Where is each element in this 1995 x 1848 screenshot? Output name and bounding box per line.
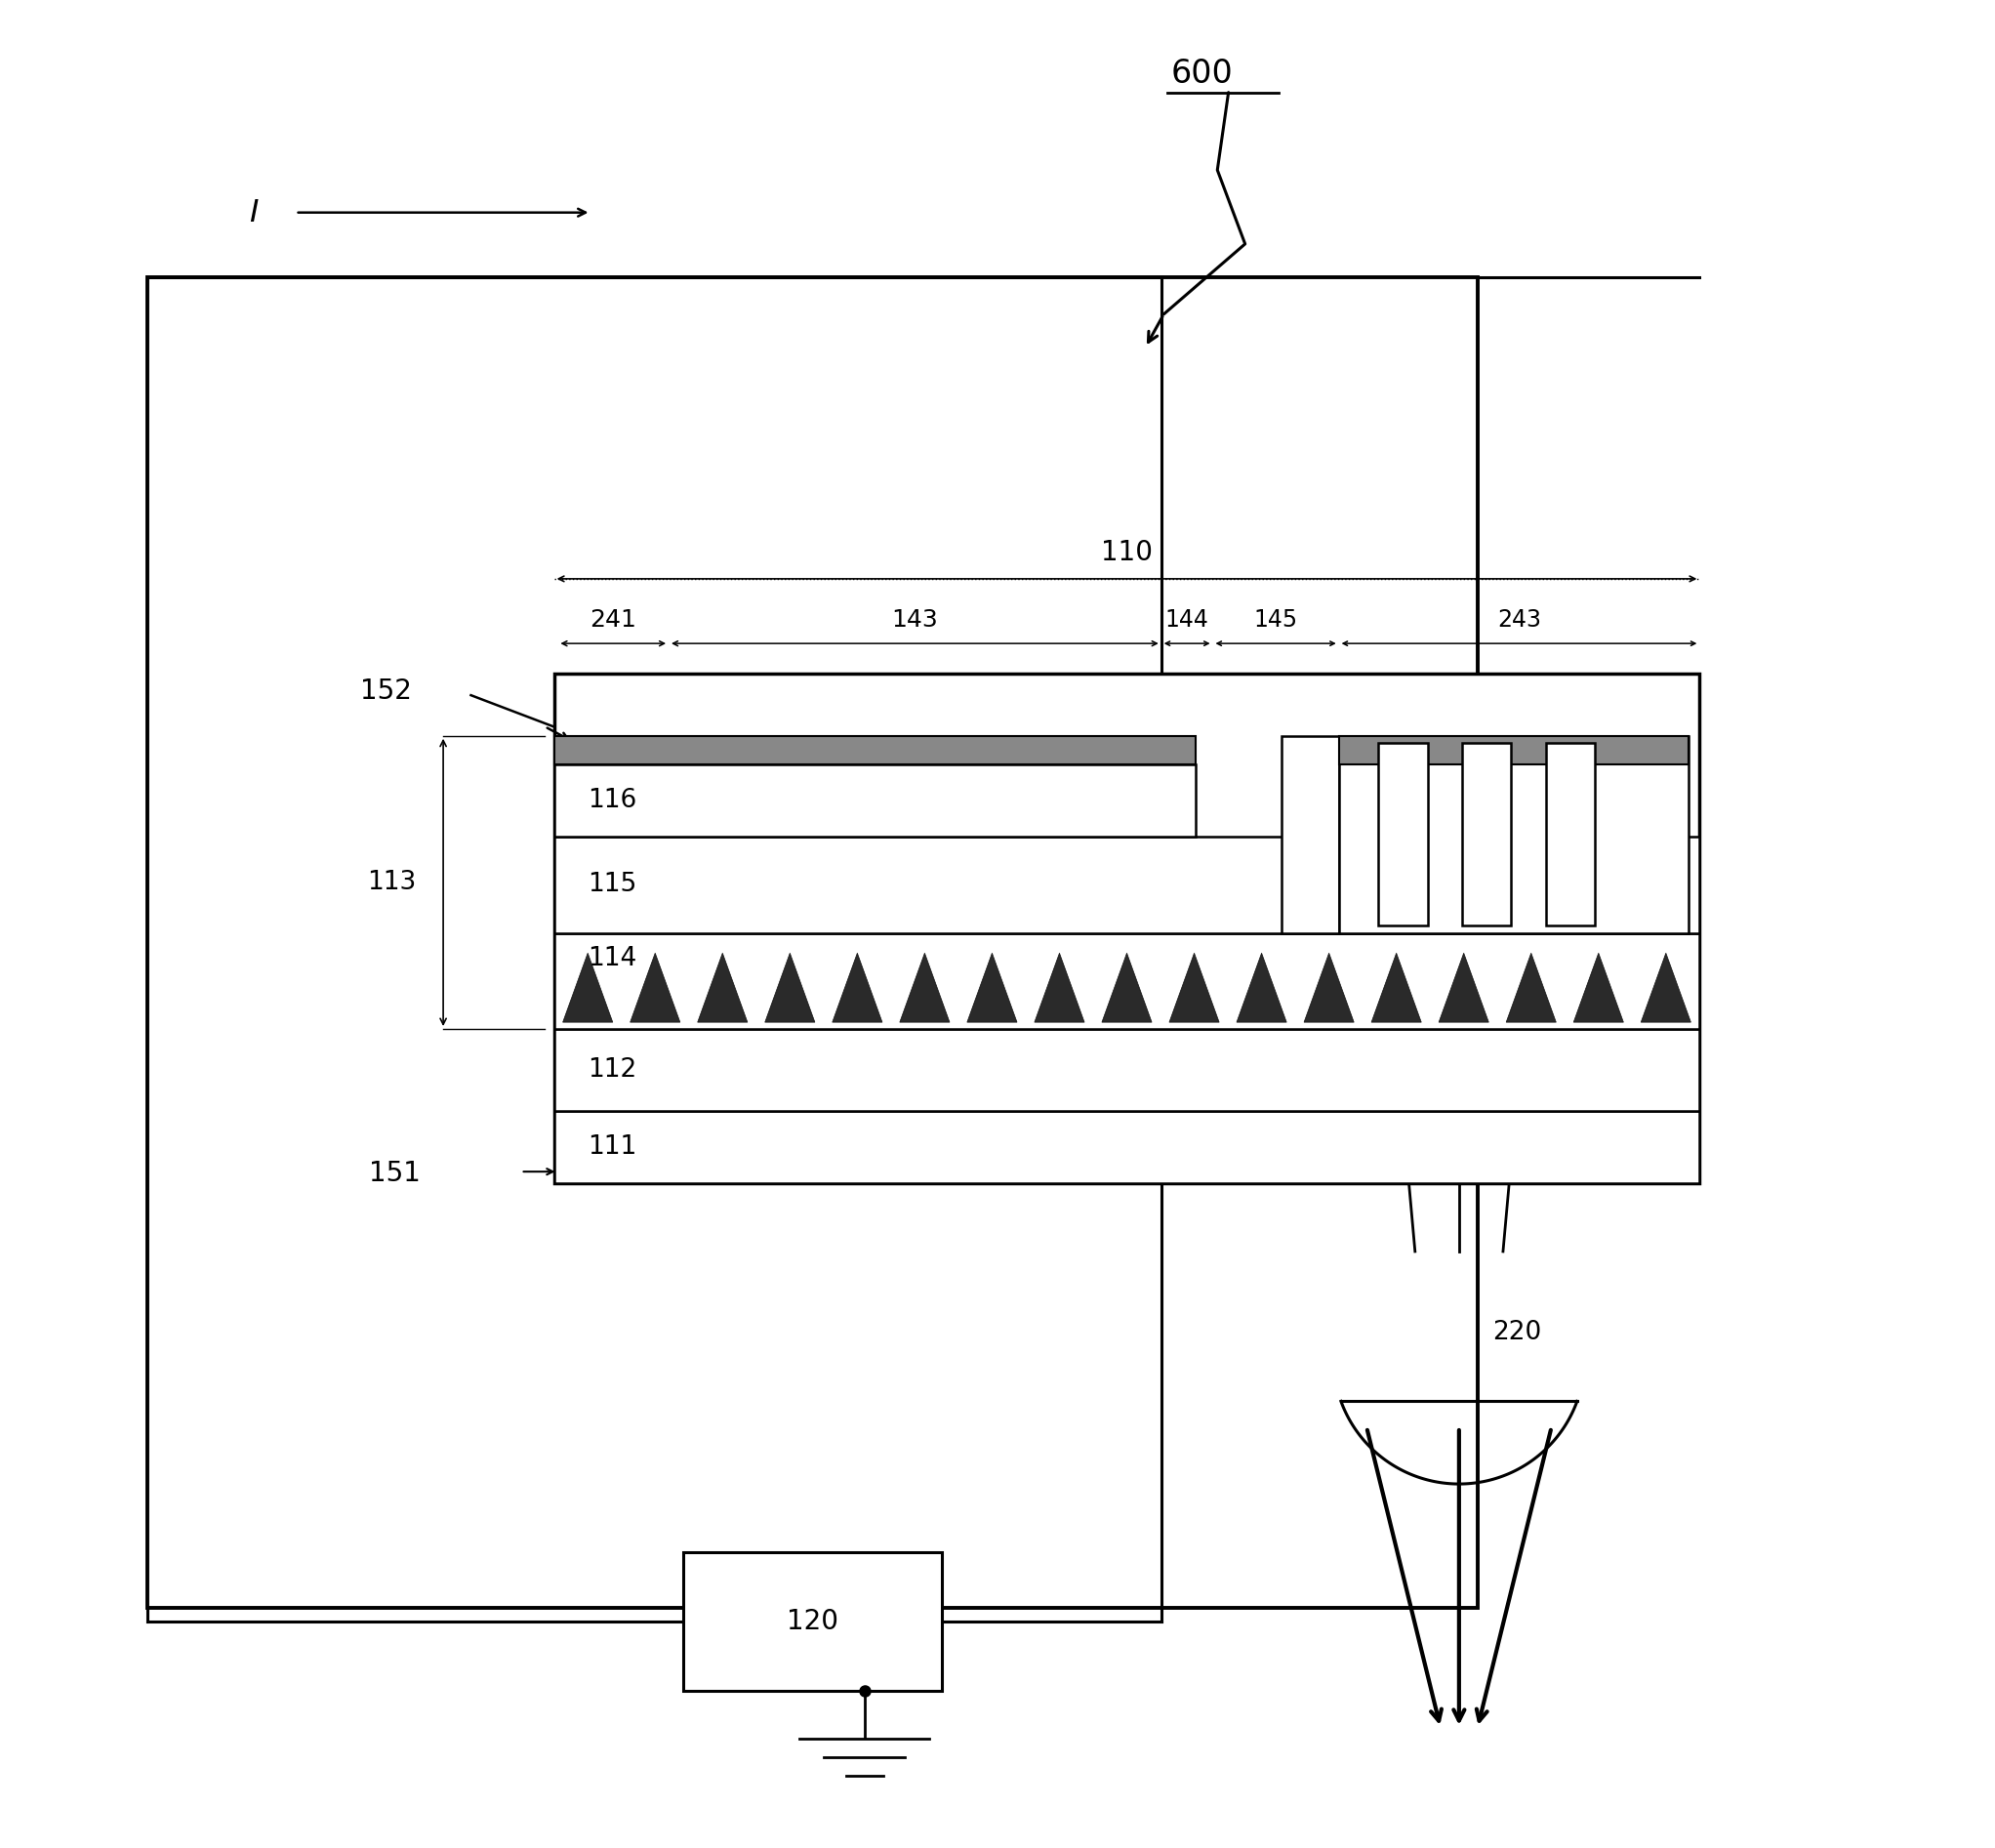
Bar bbox=[555, 673, 1700, 1183]
Polygon shape bbox=[630, 954, 680, 1022]
Text: 115: 115 bbox=[587, 872, 636, 898]
Text: 116: 116 bbox=[587, 787, 636, 813]
Text: 243: 243 bbox=[1496, 608, 1540, 632]
Bar bbox=[555, 736, 1195, 765]
Text: 144: 144 bbox=[1165, 608, 1209, 632]
Polygon shape bbox=[968, 954, 1017, 1022]
Polygon shape bbox=[1237, 954, 1287, 1022]
Bar bbox=[1339, 736, 1688, 933]
Text: 220: 220 bbox=[1492, 1319, 1542, 1345]
Polygon shape bbox=[1574, 954, 1624, 1022]
Polygon shape bbox=[900, 954, 950, 1022]
Text: 113: 113 bbox=[367, 870, 417, 894]
Polygon shape bbox=[1506, 954, 1556, 1022]
Text: 151: 151 bbox=[369, 1161, 421, 1186]
Bar bbox=[1546, 743, 1596, 926]
Text: 241: 241 bbox=[591, 608, 636, 632]
Polygon shape bbox=[1035, 954, 1085, 1022]
Polygon shape bbox=[1169, 954, 1219, 1022]
Bar bbox=[148, 277, 1478, 1608]
Bar bbox=[1281, 736, 1339, 933]
Polygon shape bbox=[1101, 954, 1151, 1022]
Text: 600: 600 bbox=[1171, 57, 1233, 91]
Polygon shape bbox=[1371, 954, 1420, 1022]
Text: 111: 111 bbox=[587, 1135, 636, 1159]
Bar bbox=[555, 765, 1195, 837]
Text: 120: 120 bbox=[786, 1608, 838, 1635]
Bar bbox=[1339, 736, 1688, 765]
Text: 110: 110 bbox=[1101, 540, 1153, 565]
Text: 145: 145 bbox=[1253, 608, 1299, 632]
Polygon shape bbox=[1438, 954, 1488, 1022]
Polygon shape bbox=[698, 954, 748, 1022]
Polygon shape bbox=[563, 954, 612, 1022]
Bar bbox=[684, 1552, 942, 1691]
Polygon shape bbox=[1642, 954, 1692, 1022]
Text: 114: 114 bbox=[587, 946, 636, 972]
Text: $I$: $I$ bbox=[249, 198, 259, 229]
Polygon shape bbox=[1305, 954, 1355, 1022]
Polygon shape bbox=[764, 954, 814, 1022]
Text: 112: 112 bbox=[587, 1057, 636, 1083]
Polygon shape bbox=[832, 954, 882, 1022]
Bar bbox=[555, 1029, 1700, 1111]
Text: 152: 152 bbox=[359, 678, 411, 704]
Bar bbox=[555, 837, 1700, 933]
Text: 143: 143 bbox=[892, 608, 938, 632]
Bar bbox=[1379, 743, 1428, 926]
Bar bbox=[1462, 743, 1512, 926]
Bar bbox=[555, 1111, 1700, 1183]
Text: 170: 170 bbox=[1339, 1005, 1387, 1031]
Bar bbox=[555, 933, 1700, 1029]
